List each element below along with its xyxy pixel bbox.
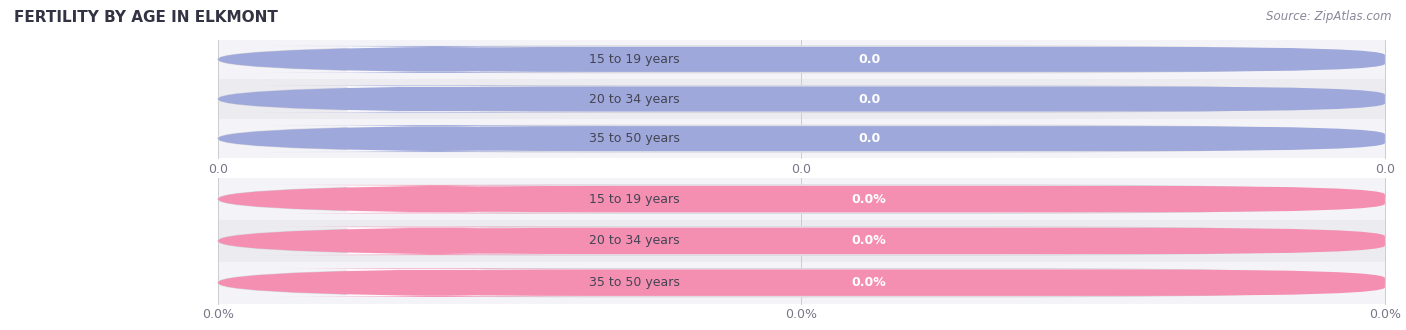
Bar (218, 119, 1385, 158)
FancyBboxPatch shape (218, 85, 1385, 113)
FancyBboxPatch shape (218, 185, 1385, 213)
Text: 0.0%: 0.0% (852, 276, 886, 289)
Text: 0.0: 0.0 (858, 132, 880, 145)
FancyBboxPatch shape (218, 46, 654, 73)
Text: 20 to 34 years: 20 to 34 years (589, 234, 679, 248)
Text: 0.0%: 0.0% (852, 193, 886, 206)
FancyBboxPatch shape (325, 227, 503, 254)
FancyBboxPatch shape (353, 270, 1385, 296)
FancyBboxPatch shape (218, 125, 1385, 152)
Text: 0.0: 0.0 (858, 53, 880, 66)
FancyBboxPatch shape (218, 85, 654, 113)
Text: Source: ZipAtlas.com: Source: ZipAtlas.com (1267, 10, 1392, 23)
FancyBboxPatch shape (325, 47, 503, 72)
FancyBboxPatch shape (353, 228, 1385, 254)
FancyBboxPatch shape (325, 269, 503, 296)
Bar (218, 178, 1385, 220)
Text: 20 to 34 years: 20 to 34 years (589, 92, 679, 106)
FancyBboxPatch shape (353, 86, 1385, 112)
Text: 15 to 19 years: 15 to 19 years (589, 193, 679, 206)
FancyBboxPatch shape (218, 227, 654, 255)
FancyBboxPatch shape (218, 269, 654, 297)
FancyBboxPatch shape (218, 46, 1385, 73)
FancyBboxPatch shape (353, 186, 1385, 212)
FancyBboxPatch shape (353, 47, 1385, 72)
Bar (218, 40, 1385, 79)
Text: FERTILITY BY AGE IN ELKMONT: FERTILITY BY AGE IN ELKMONT (14, 10, 278, 25)
FancyBboxPatch shape (353, 126, 1385, 151)
FancyBboxPatch shape (218, 269, 1385, 297)
Text: 35 to 50 years: 35 to 50 years (589, 132, 679, 145)
FancyBboxPatch shape (218, 185, 654, 213)
FancyBboxPatch shape (325, 185, 503, 213)
FancyBboxPatch shape (325, 126, 503, 151)
Bar (218, 79, 1385, 119)
Bar (218, 262, 1385, 304)
Text: 15 to 19 years: 15 to 19 years (589, 53, 679, 66)
Text: 35 to 50 years: 35 to 50 years (589, 276, 679, 289)
Text: 0.0%: 0.0% (852, 234, 886, 248)
FancyBboxPatch shape (218, 125, 654, 152)
FancyBboxPatch shape (218, 227, 1385, 255)
FancyBboxPatch shape (325, 86, 503, 112)
Text: 0.0: 0.0 (858, 92, 880, 106)
Bar (218, 220, 1385, 262)
